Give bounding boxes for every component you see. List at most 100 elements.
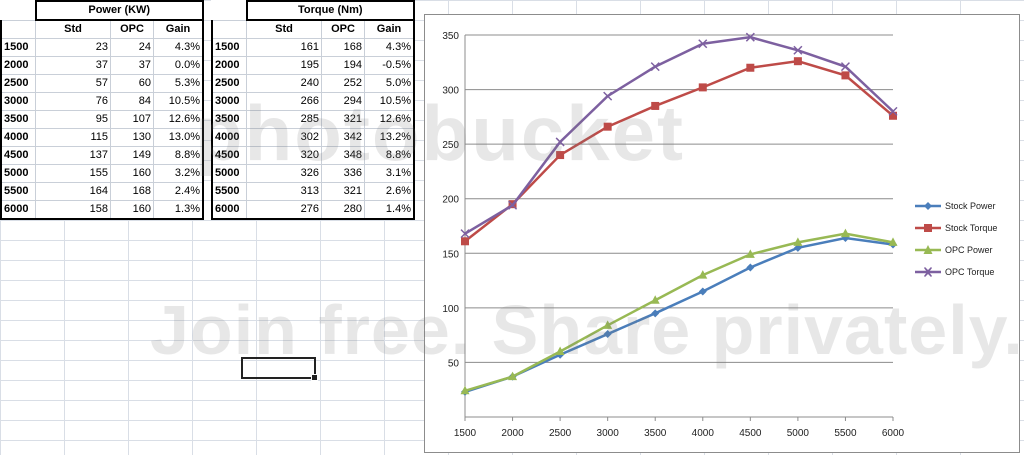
power-gain-cell[interactable]: 8.8% (153, 146, 204, 165)
torque-gain-cell[interactable]: 8.8% (364, 146, 415, 165)
power-gain-cell[interactable]: 0.0% (153, 56, 204, 75)
power-gain-cell[interactable]: 3.2% (153, 164, 204, 183)
torque-gain-cell[interactable]: 13.2% (364, 128, 415, 147)
torque-std-cell[interactable]: 313 (246, 182, 322, 201)
power-gain-cell[interactable]: 13.0% (153, 128, 204, 147)
power-gain-cell[interactable]: 12.6% (153, 110, 204, 129)
torque-gain-cell[interactable]: 3.1% (364, 164, 415, 183)
legend-label: Stock Torque (945, 223, 998, 233)
selected-cell[interactable] (241, 357, 318, 381)
torque-rpm-cell[interactable]: 5500 (211, 182, 247, 201)
torque-row: 5500 313 321 2.6% (211, 182, 415, 201)
opc-power-line (464, 232, 894, 393)
torque-col-opc: OPC (321, 19, 365, 39)
power-table: Power (KW) Std OPC Gain 1500 23 24 4.3% 2000… (0, 0, 204, 220)
torque-opc-cell[interactable]: 342 (321, 128, 365, 147)
power-opc-cell[interactable]: 149 (110, 146, 154, 165)
chart-area[interactable]: 50 100 150 200 250 300 350 1500 2000 2500 3000 3500… (424, 14, 1020, 453)
torque-opc-cell[interactable]: 321 (321, 110, 365, 129)
torque-std-cell[interactable]: 195 (246, 56, 322, 75)
power-std-cell[interactable]: 76 (35, 92, 111, 111)
torque-std-cell[interactable]: 240 (246, 74, 322, 93)
power-gain-cell[interactable]: 4.3% (153, 38, 204, 57)
power-row: 1500 23 24 4.3% (0, 38, 204, 57)
torque-rpm-cell[interactable]: 4500 (211, 146, 247, 165)
power-std-cell[interactable]: 164 (35, 182, 111, 201)
power-std-cell[interactable]: 155 (35, 164, 111, 183)
power-rpm-cell[interactable]: 3000 (0, 92, 36, 111)
power-std-cell[interactable]: 158 (35, 200, 111, 220)
torque-gain-cell[interactable]: -0.5% (364, 56, 415, 75)
torque-opc-cell[interactable]: 348 (321, 146, 365, 165)
torque-gain-cell[interactable]: 2.6% (364, 182, 415, 201)
torque-std-cell[interactable]: 285 (246, 110, 322, 129)
torque-rpm-cell[interactable]: 2000 (211, 56, 247, 75)
torque-gain-cell[interactable]: 4.3% (364, 38, 415, 57)
torque-std-cell[interactable]: 161 (246, 38, 322, 57)
torque-rpm-cell[interactable]: 3000 (211, 92, 247, 111)
power-opc-cell[interactable]: 24 (110, 38, 154, 57)
power-opc-cell[interactable]: 160 (110, 200, 154, 220)
torque-std-cell[interactable]: 320 (246, 146, 322, 165)
power-std-cell[interactable]: 137 (35, 146, 111, 165)
power-rpm-cell[interactable]: 1500 (0, 38, 36, 57)
power-gain-cell[interactable]: 5.3% (153, 74, 204, 93)
power-gain-cell[interactable]: 2.4% (153, 182, 204, 201)
power-gain-cell[interactable]: 10.5% (153, 92, 204, 111)
torque-rpm-cell[interactable]: 6000 (211, 200, 247, 220)
torque-std-cell[interactable]: 266 (246, 92, 322, 111)
power-gain-cell[interactable]: 1.3% (153, 200, 204, 220)
power-rpm-cell[interactable]: 4000 (0, 128, 36, 147)
power-opc-cell[interactable]: 84 (110, 92, 154, 111)
power-opc-cell[interactable]: 37 (110, 56, 154, 75)
rpm-header-cell (0, 19, 36, 39)
line-chart: 50 100 150 200 250 300 350 1500 2000 2500 3000 3500… (442, 31, 904, 439)
torque-opc-cell[interactable]: 294 (321, 92, 365, 111)
power-col-gain: Gain (153, 19, 204, 39)
power-std-cell[interactable]: 57 (35, 74, 111, 93)
opc-torque-point (888, 106, 898, 116)
power-rpm-cell[interactable]: 4500 (0, 146, 36, 165)
power-std-cell[interactable]: 37 (35, 56, 111, 75)
x-tick-label: 2000 (501, 428, 524, 439)
torque-std-cell[interactable]: 302 (246, 128, 322, 147)
power-rpm-cell[interactable]: 5000 (0, 164, 36, 183)
power-rpm-cell[interactable]: 2500 (0, 74, 36, 93)
torque-gain-cell[interactable]: 10.5% (364, 92, 415, 111)
torque-gain-cell[interactable]: 5.0% (364, 74, 415, 93)
torque-opc-cell[interactable]: 194 (321, 56, 365, 75)
torque-opc-cell[interactable]: 280 (321, 200, 365, 220)
fill-handle[interactable] (311, 374, 318, 381)
torque-opc-cell[interactable]: 168 (321, 38, 365, 57)
x-tick-label: 2500 (549, 428, 572, 439)
torque-gain-cell[interactable]: 12.6% (364, 110, 415, 129)
power-rpm-cell[interactable]: 6000 (0, 200, 36, 220)
torque-rpm-cell[interactable]: 4000 (211, 128, 247, 147)
torque-rpm-cell[interactable]: 5000 (211, 164, 247, 183)
power-opc-cell[interactable]: 168 (110, 182, 154, 201)
torque-row: 5000 326 336 3.1% (211, 164, 415, 183)
torque-rpm-cell[interactable]: 1500 (211, 38, 247, 57)
power-opc-cell[interactable]: 160 (110, 164, 154, 183)
legend-label: OPC Power (945, 245, 993, 255)
torque-opc-cell[interactable]: 336 (321, 164, 365, 183)
torque-rpm-cell[interactable]: 3500 (211, 110, 247, 129)
power-rpm-cell[interactable]: 5500 (0, 182, 36, 201)
power-opc-cell[interactable]: 107 (110, 110, 154, 129)
stock-torque-line (464, 59, 894, 243)
torque-gain-cell[interactable]: 1.4% (364, 200, 415, 220)
opc-power-point (793, 237, 803, 246)
power-opc-cell[interactable]: 60 (110, 74, 154, 93)
torque-opc-cell[interactable]: 252 (321, 74, 365, 93)
torque-std-cell[interactable]: 276 (246, 200, 322, 220)
torque-rpm-cell[interactable]: 2500 (211, 74, 247, 93)
opc-torque-legend-swatch (915, 267, 941, 277)
power-opc-cell[interactable]: 130 (110, 128, 154, 147)
power-rpm-cell[interactable]: 2000 (0, 56, 36, 75)
power-rpm-cell[interactable]: 3500 (0, 110, 36, 129)
power-std-cell[interactable]: 23 (35, 38, 111, 57)
power-std-cell[interactable]: 95 (35, 110, 111, 129)
torque-opc-cell[interactable]: 321 (321, 182, 365, 201)
torque-std-cell[interactable]: 326 (246, 164, 322, 183)
power-std-cell[interactable]: 115 (35, 128, 111, 147)
